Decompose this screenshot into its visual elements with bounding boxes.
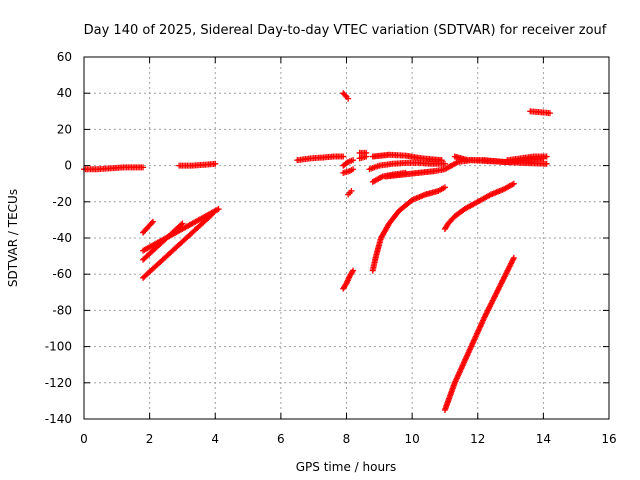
series-arc-8 — [340, 90, 352, 102]
series-arc-4 — [140, 206, 222, 254]
y-tick-label: -40 — [52, 231, 72, 245]
data-point — [350, 267, 357, 274]
series-arc-7 — [294, 153, 347, 164]
data-point — [345, 95, 352, 102]
y-tick-label: -20 — [52, 195, 72, 209]
series-arc-3 — [140, 218, 156, 236]
chart-title: Day 140 of 2025, Sidereal Day-to-day VTE… — [84, 23, 607, 38]
data-point-fill — [178, 221, 185, 228]
series-arc-19 — [451, 153, 550, 167]
series-arc-22 — [441, 254, 517, 413]
data-point — [510, 180, 517, 187]
data-point — [441, 160, 448, 167]
x-tick-label: 2 — [146, 432, 154, 446]
series-arc-14 — [356, 153, 370, 162]
series-arc-24 — [504, 153, 550, 164]
series-arc-11 — [340, 166, 357, 176]
series-arc-21 — [441, 180, 517, 232]
x-tick-label: 16 — [601, 432, 616, 446]
series-arc-23 — [527, 108, 553, 117]
x-tick-label: 8 — [343, 432, 351, 446]
series-arc-5 — [140, 220, 186, 263]
y-tick-label: -140 — [45, 412, 72, 426]
x-axis-label: GPS time / hours — [296, 460, 397, 474]
data-points — [81, 90, 553, 413]
x-tick-label: 6 — [277, 432, 285, 446]
data-point — [215, 206, 222, 213]
series-arc-9 — [340, 267, 357, 292]
data-point — [543, 153, 550, 160]
data-point — [546, 110, 553, 117]
y-tick-label: 40 — [57, 86, 72, 100]
data-point — [208, 211, 215, 218]
x-tick-label: 12 — [470, 432, 485, 446]
data-point — [340, 153, 347, 160]
data-point-fill — [207, 212, 214, 219]
series-arc-10 — [345, 187, 355, 198]
data-point — [179, 220, 186, 227]
series-arc-2 — [176, 160, 219, 169]
series-arc-6 — [140, 211, 215, 281]
data-point — [149, 218, 156, 225]
x-tick-label: 10 — [404, 432, 419, 446]
series-arc-17 — [366, 159, 448, 173]
data-point — [348, 187, 355, 194]
plot-frame — [83, 56, 610, 420]
data-point — [140, 164, 147, 171]
data-point — [510, 254, 517, 261]
x-tick-label: 4 — [211, 432, 219, 446]
y-tick-label: -60 — [52, 267, 72, 281]
y-tick-label: 20 — [57, 122, 72, 136]
grid — [84, 57, 609, 419]
data-point — [350, 157, 357, 164]
series-arc-12 — [340, 157, 357, 169]
x-tick-label: 0 — [80, 432, 88, 446]
data-point — [363, 153, 370, 160]
y-tick-label: 60 — [57, 50, 72, 64]
y-tick-label: -100 — [45, 340, 72, 354]
y-axis-label: SDTVAR / TECUs — [6, 189, 20, 287]
data-point — [350, 166, 357, 173]
x-tick-label: 14 — [536, 432, 551, 446]
data-point — [212, 160, 219, 167]
data-point-fill — [342, 92, 349, 99]
y-tick-label: -120 — [45, 376, 72, 390]
series-arc-20 — [369, 184, 448, 274]
y-tick-label: 0 — [64, 159, 72, 173]
data-point-fill — [148, 219, 155, 226]
axis-ticks: 0 2 4 6 8 10 12 14 16 -140 -120 -100 -80 -60 -40 -20 0 20… — [45, 50, 617, 446]
y-tick-label: -80 — [52, 303, 72, 317]
data-point — [543, 160, 550, 167]
data-point — [441, 184, 448, 191]
